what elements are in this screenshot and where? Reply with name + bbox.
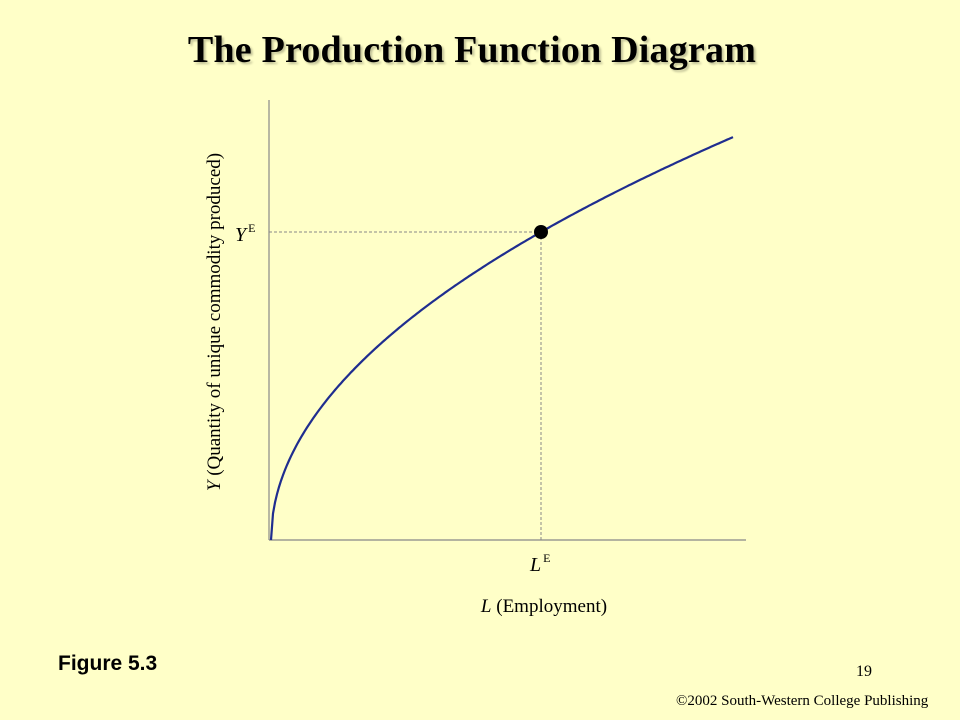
- figure-label: Figure 5.3: [58, 652, 158, 675]
- equilibrium-point: [534, 225, 548, 239]
- page-number: 19: [856, 663, 872, 680]
- y-axis-label: Y (Quantity of unique commodity produced…: [204, 153, 225, 491]
- production-function-curve: [269, 136, 734, 541]
- x-axis-label: L (Employment): [480, 596, 607, 617]
- slide-title: The Production Function Diagram: [187, 29, 757, 71]
- copyright-notice: ©2002 South-Western College Publishing: [676, 693, 929, 709]
